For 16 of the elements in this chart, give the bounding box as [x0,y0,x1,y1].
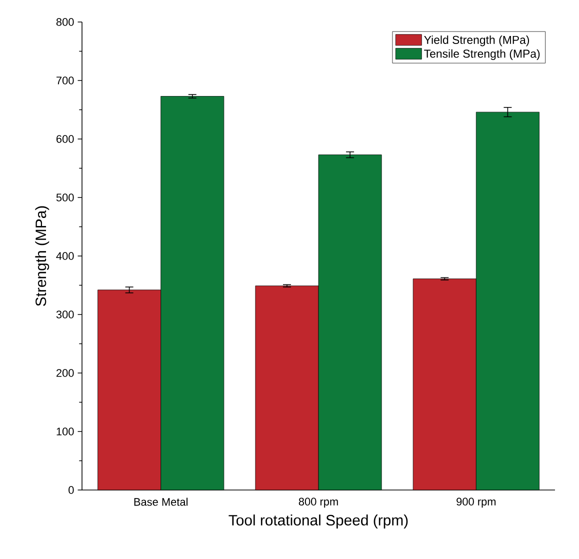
y-tick-label: 0 [68,486,74,494]
x-axis-title: Tool rotational Speed (rpm) [228,514,408,528]
x-tick-label: 900 rpm [456,498,496,508]
y-tick-label: 100 [56,428,74,436]
x-tick-label: 800 rpm [298,498,338,508]
y-tick-label: 500 [56,194,74,202]
y-tick-label: 400 [56,252,74,260]
y-tick-label: 200 [56,369,74,377]
y-axis-title: Strength (MPa) [35,206,50,306]
y-tick-label: 700 [56,76,74,84]
y-tick-label: 600 [56,135,74,143]
y-tick-label: 300 [56,310,74,318]
y-tick-label: 800 [56,18,74,26]
x-tick-label: Base Metal [134,498,188,506]
legend-label: Tensile Strength (MPa) [424,49,540,60]
legend-label: Yield Strength (MPa) [424,36,530,46]
